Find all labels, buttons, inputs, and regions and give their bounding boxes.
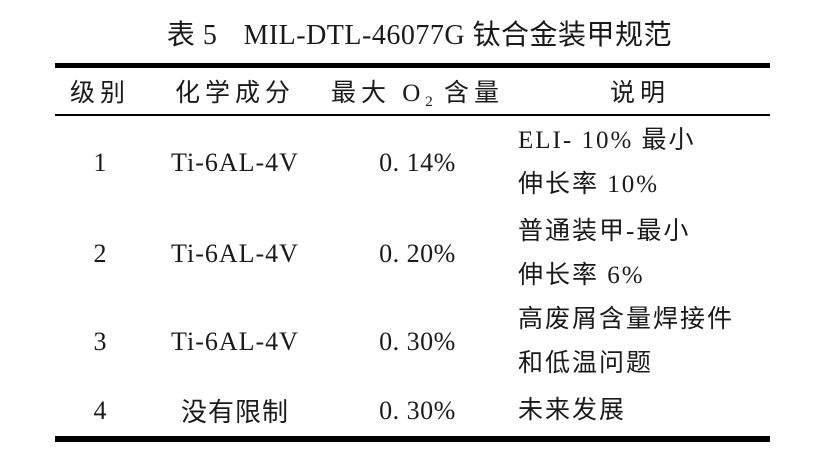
table-row: 1 Ti-6AL-4V 0. 14% ELI- 10% 最小 伸长率 10% [55,115,770,210]
table-row: 3 Ti-6AL-4V 0. 30% 高废屑含量焊接件 和低温问题 [55,298,770,386]
cell-description: 普通装甲-最小 伸长率 6% [510,210,770,298]
header-max-o2-pre: 最大 O [330,79,426,107]
table-row: 2 Ti-6AL-4V 0. 20% 普通装甲-最小 伸长率 6% [55,210,770,298]
header-composition: 化学成分 [174,79,295,107]
description-line: ELI- 10% 最小 [518,126,696,154]
description-line: 伸长率 10% [518,170,660,198]
cell-max-o2: 0. 30% [379,395,456,425]
header-max-o2: 最大 O2 含量 [325,66,510,115]
cell-max-o2: 0. 14% [379,147,456,177]
cell-description: 高废屑含量焊接件 和低温问题 [510,298,770,386]
table-caption: 表 5 MIL-DTL-46077G 钛合金装甲规范 [0,13,839,53]
cell-max-o2: 0. 20% [379,238,456,268]
cell-description: 未来发展 [510,386,770,439]
header-grade: 级别 [69,79,130,107]
cell-grade: 4 [93,395,107,425]
description-line: 和低温问题 [518,349,654,377]
cell-composition: Ti-6AL-4V [171,238,299,268]
cell-max-o2: 0. 30% [379,326,456,356]
header-max-o2-subscript: 2 [425,93,433,110]
table-row: 4 没有限制 0. 30% 未来发展 [55,386,770,439]
table-caption-number: 表 5 [166,20,218,51]
cell-composition: 没有限制 [180,398,289,427]
cell-description: ELI- 10% 最小 伸长率 10% [510,115,770,210]
table-caption-title: MIL-DTL-46077G 钛合金装甲规范 [243,20,673,51]
titanium-armor-spec-table: 级别 化学成分 最大 O2 含量 说明 1 Ti-6AL-4V 0. 14% E… [55,63,770,442]
description-line: 未来发展 [518,396,627,424]
cell-composition: Ti-6AL-4V [171,147,299,177]
description-line: 普通装甲-最小 [518,217,691,245]
description-line: 高废屑含量焊接件 [518,305,735,333]
header-description: 说明 [609,79,670,107]
cell-composition: Ti-6AL-4V [171,326,299,356]
cell-grade: 3 [93,326,107,356]
cell-grade: 1 [93,147,107,177]
header-max-o2-post: 含量 [432,79,505,107]
description-line: 伸长率 6% [518,261,645,289]
table-header-row: 级别 化学成分 最大 O2 含量 说明 [55,66,770,115]
cell-grade: 2 [93,238,107,268]
